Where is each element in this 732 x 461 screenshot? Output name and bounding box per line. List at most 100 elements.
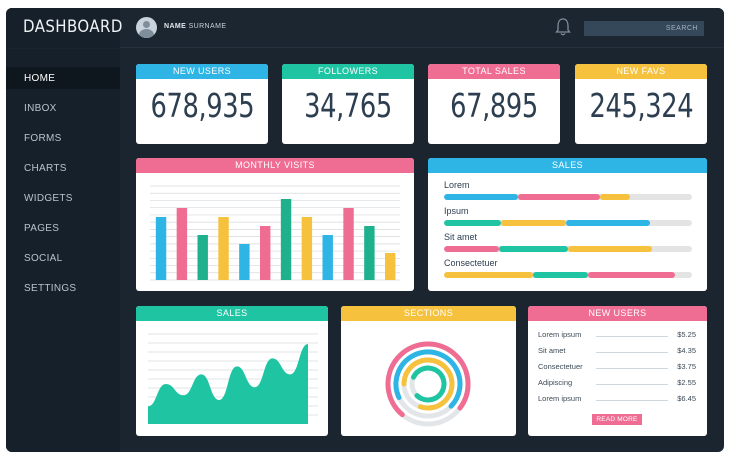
read-more-button[interactable]: READ MORE — [592, 414, 642, 425]
stat-card-value: 67,895 — [450, 86, 538, 125]
monthly-visits-card: MONTHLY VISITS — [136, 158, 414, 291]
sidebar-item-widgets[interactable]: WIDGETS — [24, 193, 73, 204]
sales-area-card: SALES — [136, 306, 328, 436]
sales-bar-track — [444, 194, 692, 200]
ring-segment — [401, 357, 455, 411]
sidebar-item-social[interactable]: SOCIAL — [24, 253, 63, 264]
sales-bar-segment — [565, 220, 650, 226]
stat-card-title: FOLLOWERS — [282, 64, 414, 79]
chart-bar — [197, 235, 208, 280]
sales-bar-segment — [444, 246, 499, 252]
stat-card-value: 34,765 — [304, 86, 392, 125]
stat-card-value: 245,324 — [589, 86, 694, 125]
sales-bar-segment — [444, 194, 519, 200]
list-item: Lorem ipsum $6.45 — [538, 394, 696, 406]
sections-title: SECTIONS — [341, 306, 516, 321]
bell-icon[interactable] — [555, 17, 571, 37]
stat-card-title: TOTAL SALES — [428, 64, 560, 79]
chart-bar — [385, 253, 396, 280]
sales-bar-segment — [444, 272, 534, 278]
sidebar-item-settings[interactable]: SETTINGS — [24, 283, 77, 294]
list-item-value: $6.45 — [677, 394, 696, 403]
sales-bar-segment — [533, 272, 588, 278]
chart-bar — [280, 199, 292, 280]
list-item-label: Lorem ipsum — [538, 394, 582, 403]
sidebar-item-charts[interactable]: CHARTS — [24, 163, 67, 174]
sidebar-item-forms[interactable]: FORMS — [24, 133, 62, 144]
chart-bar — [155, 217, 167, 280]
sales-bar-label: Sit amet — [444, 232, 478, 242]
leader-dots — [596, 368, 668, 369]
user-name[interactable]: NAME SURNAME — [164, 23, 226, 30]
sales-area-chart — [148, 333, 318, 424]
sidebar-item-pages[interactable]: PAGES — [24, 223, 60, 234]
list-item-value: $3.75 — [677, 362, 696, 371]
list-item-value: $5.25 — [677, 330, 696, 339]
sales-bar-segment — [518, 194, 601, 200]
sales-bars-title: SALES — [428, 158, 707, 173]
top-bar: DASHBOARD NAME SURNAME SEARCH — [6, 8, 724, 48]
leader-dots — [596, 352, 668, 353]
chart-bar — [301, 217, 313, 280]
chart-bar — [176, 208, 188, 280]
avatar-body-shape — [139, 29, 154, 38]
dashboard-window: DASHBOARD NAME SURNAME SEARCH HOME INBOX… — [6, 8, 724, 452]
stat-card-title: NEW USERS — [136, 64, 268, 79]
chart-bar — [322, 235, 333, 280]
sales-bar-segment — [600, 194, 630, 200]
list-item: Adipiscing $2.55 — [538, 378, 696, 390]
list-item: Lorem ipsum $5.25 — [538, 330, 696, 342]
search-input[interactable]: SEARCH — [584, 21, 704, 36]
sales-area-shape — [148, 344, 308, 424]
leader-dots — [596, 400, 668, 401]
leader-dots — [596, 336, 668, 337]
ring-segment — [409, 365, 447, 403]
sales-bar-segment — [501, 220, 566, 226]
monthly-visits-title: MONTHLY VISITS — [136, 158, 414, 173]
sales-bar-track — [444, 246, 692, 252]
sales-bar-track — [444, 220, 692, 226]
leader-dots — [596, 384, 668, 385]
list-item: Consectetuer $3.75 — [538, 362, 696, 374]
sales-bars-card: SALES Lorem Ipsum Sit amet Consectetuer — [428, 158, 707, 291]
chart-bar — [343, 208, 354, 280]
chart-bar — [239, 244, 250, 280]
chart-bar — [218, 217, 229, 280]
sales-bar-segment — [568, 246, 653, 252]
user-first-name: NAME — [164, 23, 187, 30]
stat-card-followers: FOLLOWERS 34,765 — [282, 64, 414, 144]
sidebar: HOME INBOX FORMS CHARTS WIDGETS PAGES SO… — [6, 49, 120, 452]
monthly-visits-chart — [150, 185, 400, 281]
stat-card-new-users: NEW USERS 678,935 — [136, 64, 268, 144]
user-last-name: SURNAME — [188, 23, 227, 30]
sales-bar-segment — [498, 246, 568, 252]
stat-card-new-favs: NEW FAVS 245,324 — [575, 64, 707, 144]
list-item-label: Lorem ipsum — [538, 330, 582, 339]
sidebar-item-inbox[interactable]: INBOX — [24, 103, 57, 114]
chart-bar — [364, 226, 375, 280]
sections-card: SECTIONS — [341, 306, 516, 436]
sales-bar-track — [444, 272, 692, 278]
stat-card-total-sales: TOTAL SALES 67,895 — [428, 64, 560, 144]
sections-ring-chart — [385, 341, 471, 427]
brand-title: DASHBOARD — [23, 17, 123, 37]
list-item-value: $2.55 — [677, 378, 696, 387]
stat-card-value: 678,935 — [150, 86, 255, 125]
list-item: Sit amet $4.35 — [538, 346, 696, 358]
list-item-label: Adipiscing — [538, 378, 573, 387]
list-item-label: Sit amet — [538, 346, 566, 355]
sales-bar-segment — [587, 272, 675, 278]
list-item-value: $4.35 — [677, 346, 696, 355]
new-users-title: NEW USERS — [528, 306, 707, 321]
ring-segment — [393, 349, 463, 419]
sales-bar-label: Lorem — [444, 180, 470, 190]
new-users-card: NEW USERS Lorem ipsum $5.25 Sit amet $4.35… — [528, 306, 707, 436]
avatar-head-shape — [143, 21, 150, 28]
sales-bar-segment — [444, 220, 502, 226]
ring-segment — [385, 341, 471, 427]
sales-area-title: SALES — [136, 306, 328, 321]
stat-card-title: NEW FAVS — [575, 64, 707, 79]
sales-bar-label: Consectetuer — [444, 258, 498, 268]
avatar[interactable] — [136, 17, 157, 38]
sidebar-item-home[interactable]: HOME — [6, 67, 120, 89]
